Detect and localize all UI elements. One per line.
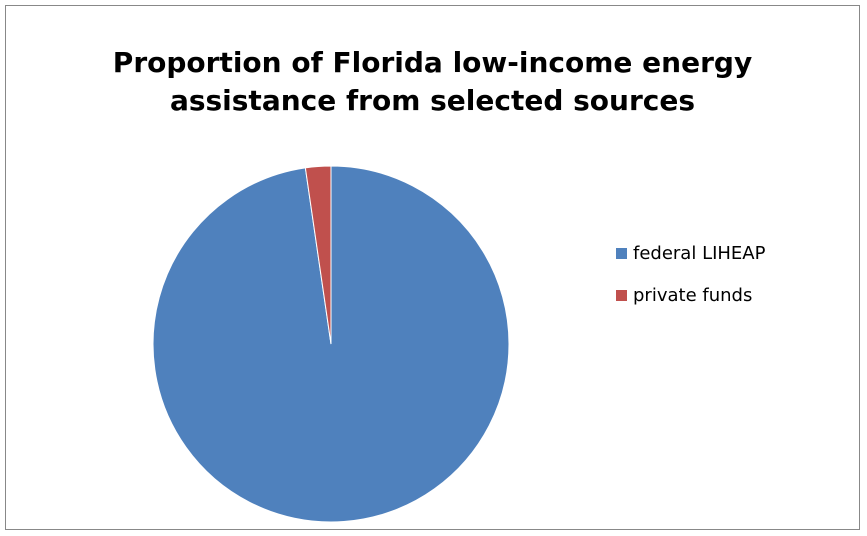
chart-legend: federal LIHEAP private funds (616, 242, 765, 326)
legend-label-federal-liheap: federal LIHEAP (633, 242, 766, 264)
legend-swatch-federal-liheap (616, 247, 627, 259)
pie-chart (152, 165, 510, 523)
legend-item-federal-liheap: federal LIHEAP (616, 242, 765, 264)
chart-frame: Proportion of Florida low-income energy … (5, 5, 860, 530)
legend-item-private-funds: private funds (616, 284, 765, 306)
chart-title-line-1: Proportion of Florida low-income energy (112, 46, 753, 79)
legend-label-private-funds: private funds (633, 284, 753, 306)
legend-swatch-private-funds (616, 289, 627, 301)
chart-title-line-2: assistance from selected sources (169, 84, 696, 117)
pie-slice-private-funds (304, 165, 332, 345)
chart-title: Proportion of Florida low-income energy … (6, 44, 859, 120)
